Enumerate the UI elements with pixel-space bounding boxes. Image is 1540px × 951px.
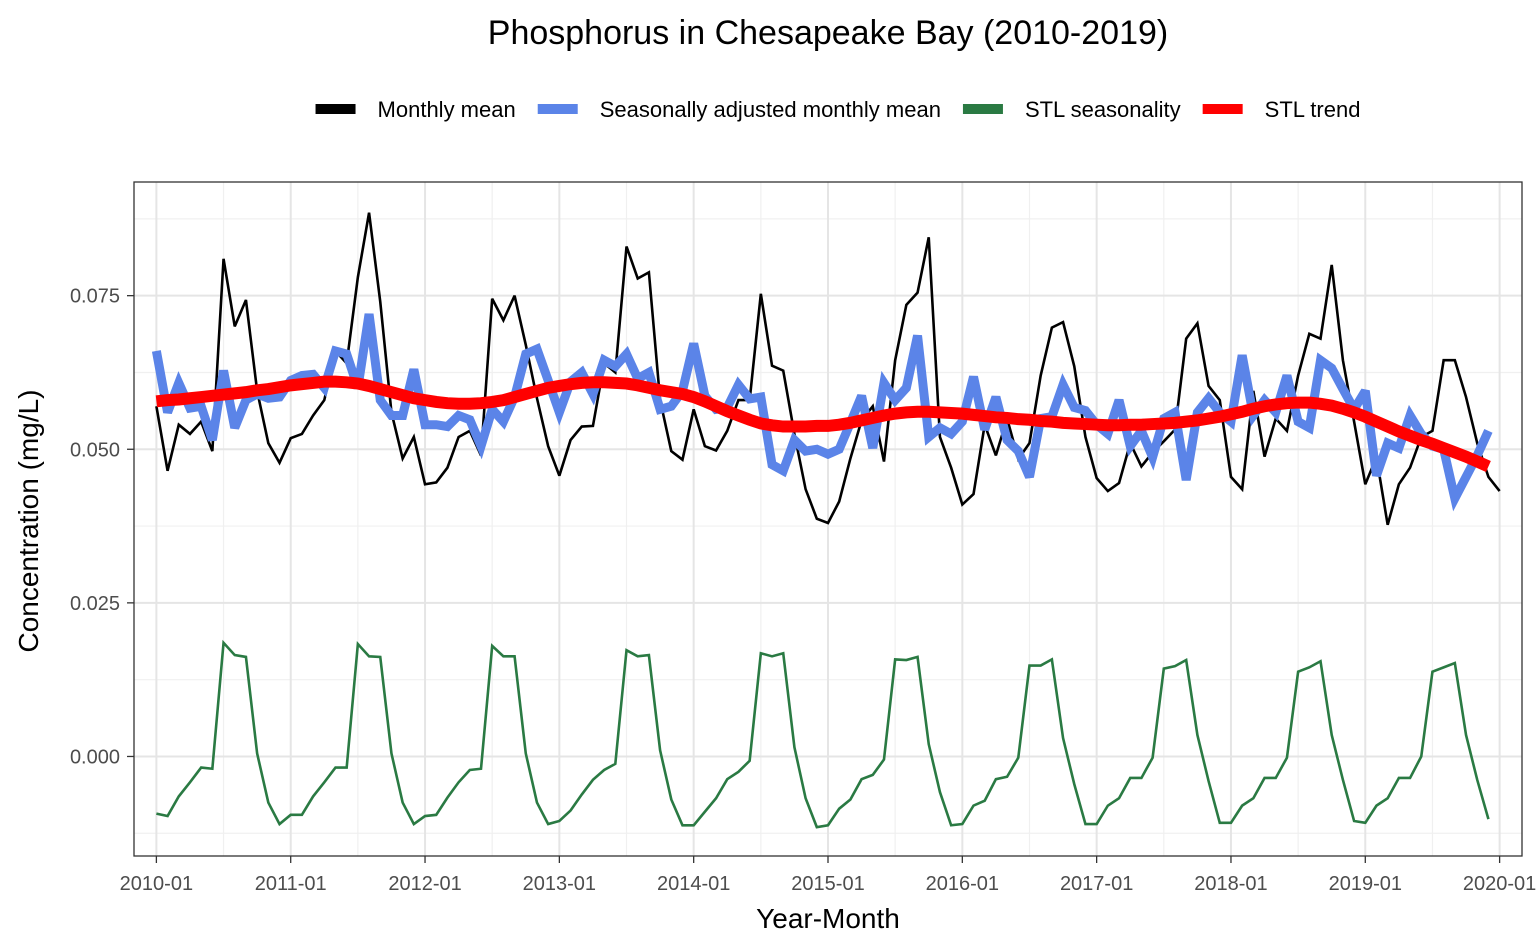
x-tick-label: 2010-01 — [120, 873, 193, 895]
legend-label: Seasonally adjusted monthly mean — [600, 97, 941, 122]
major-grid — [134, 182, 1522, 856]
x-tick-label: 2017-01 — [1060, 873, 1133, 895]
x-tick-label: 2020-01 — [1463, 873, 1536, 895]
axis-ticks — [127, 295, 1501, 863]
x-tick-label: 2019-01 — [1329, 873, 1402, 895]
x-tick-label: 2015-01 — [791, 873, 864, 895]
y-tick-label: 0.025 — [70, 593, 120, 615]
x-tick-label: 2011-01 — [255, 873, 327, 895]
y-axis-title: Concentration (mg/L) — [13, 389, 44, 652]
y-tick-label: 0.050 — [70, 439, 120, 461]
x-tick-label: 2016-01 — [926, 873, 999, 895]
x-tick-label: 2018-01 — [1194, 873, 1267, 895]
x-tick-label: 2012-01 — [388, 873, 461, 895]
x-tick-label: 2014-01 — [657, 873, 730, 895]
legend-key — [315, 104, 356, 114]
y-tick-labels: 0.000 0.025 0.050 0.075 — [70, 286, 120, 769]
y-tick-label: 0.075 — [70, 286, 120, 308]
legend-key — [962, 104, 1003, 114]
series-line-stl-trend — [155, 375, 1491, 472]
x-axis-title: Year-Month — [756, 903, 900, 934]
series-layer — [151, 212, 1501, 829]
legend-label: STL seasonality — [1025, 97, 1181, 122]
legend-key — [1202, 104, 1243, 114]
chart-title: Phosphorus in Chesapeake Bay (2010-2019) — [488, 14, 1168, 52]
chart-legend: Monthly mean Seasonally adjusted monthly … — [315, 97, 1361, 122]
x-tick-label: 2013-01 — [523, 873, 596, 895]
legend-label: Monthly mean — [378, 97, 516, 122]
x-tick-labels: 2010-01 2011-01 2012-01 2013-01 2014-01 2015-… — [120, 873, 1537, 895]
legend-label: STL trend — [1265, 97, 1361, 122]
series-line-stl-seasonality — [156, 639, 1490, 829]
y-tick-label: 0.000 — [70, 746, 120, 768]
legend-key — [537, 104, 578, 114]
